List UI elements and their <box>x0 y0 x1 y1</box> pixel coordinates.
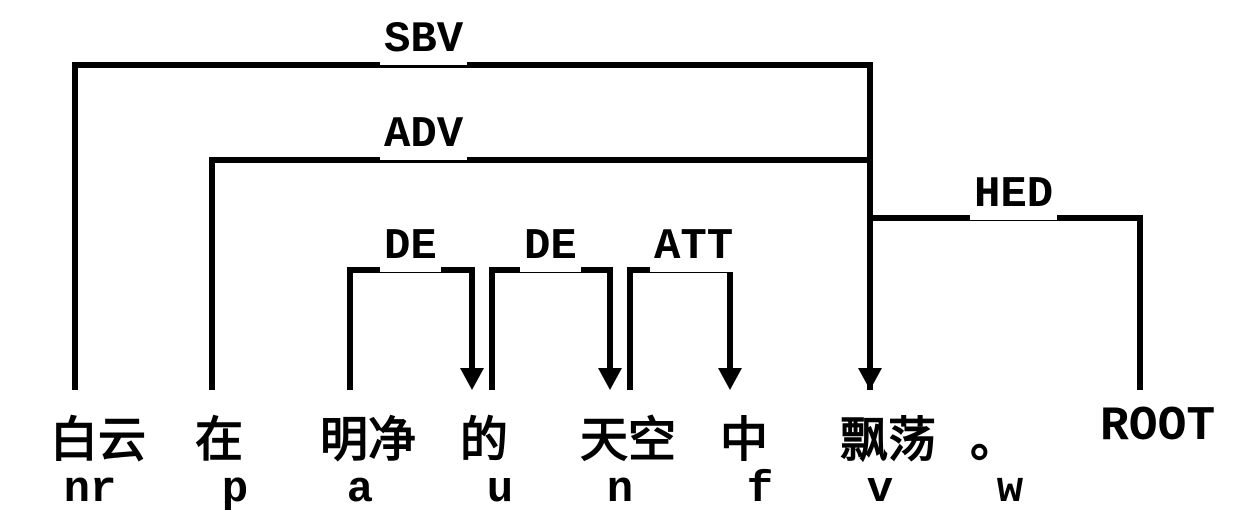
arrow-head-3 <box>598 368 622 390</box>
token-pos-0: nr <box>50 465 130 515</box>
token-word-0: 白云 <box>50 400 146 470</box>
token-pos-6: v <box>840 465 920 515</box>
arc-label-sbv-0: SBV <box>380 15 467 65</box>
dependency-diagram: 白云nr在p明净a的u天空n中f飘荡v。wROOT SBVADVDEDEATTH… <box>0 0 1239 510</box>
arc-line-de-2 <box>350 270 472 390</box>
arc-label-de-3: DE <box>520 222 581 272</box>
arc-line-de-3 <box>492 270 610 390</box>
token-word-6: 飘荡 <box>840 400 936 470</box>
arrow-head-5 <box>858 368 882 390</box>
arrow-head-4 <box>718 368 742 390</box>
token-word-3: 的 <box>460 400 508 470</box>
arc-line-att-4 <box>630 270 730 390</box>
arc-label-adv-1: ADV <box>380 110 467 160</box>
arc-label-de-2: DE <box>380 222 441 272</box>
token-pos-4: n <box>580 465 660 515</box>
token-word-1: 在 <box>195 400 243 470</box>
arc-line-sbv-0 <box>75 65 870 390</box>
arc-label-att-4: ATT <box>650 222 737 272</box>
root-label: ROOT <box>1100 400 1215 454</box>
token-pos-5: f <box>720 465 800 515</box>
arc-line-hed-5 <box>870 218 1140 390</box>
token-pos-2: a <box>320 465 400 515</box>
arc-label-hed-5: HED <box>970 170 1057 220</box>
token-word-5: 中 <box>720 400 768 470</box>
arrow-head-2 <box>460 368 484 390</box>
token-pos-3: u <box>460 465 540 515</box>
token-pos-7: w <box>970 465 1050 515</box>
token-word-7: 。 <box>970 400 1018 470</box>
token-word-2: 明净 <box>320 400 416 470</box>
token-word-4: 天空 <box>580 400 676 470</box>
arc-line-adv-1 <box>212 160 870 390</box>
token-pos-1: p <box>195 465 275 515</box>
